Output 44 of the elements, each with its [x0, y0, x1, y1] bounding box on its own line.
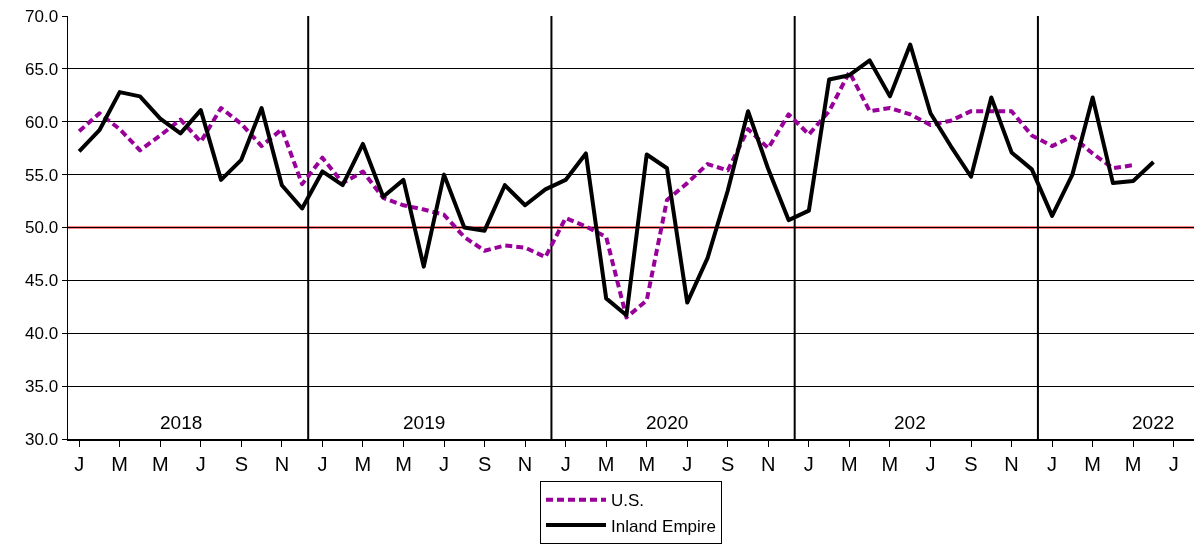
- x-tick-label: J: [195, 452, 206, 475]
- legend-label: U.S.: [611, 491, 645, 511]
- y-tick-label: 40.0: [25, 324, 59, 344]
- y-tick-label: 50.0: [25, 218, 59, 238]
- y-tick-label: 65.0: [25, 59, 59, 79]
- x-tick-label: M: [881, 452, 899, 475]
- annotation: 2018: [160, 412, 203, 433]
- x-tick-label: N: [274, 452, 290, 475]
- x-tick-label: S: [477, 452, 492, 475]
- y-tick-label: 60.0: [25, 112, 59, 132]
- annotation: 2019: [403, 412, 446, 433]
- x-tick-label: J: [1047, 452, 1058, 475]
- x-tick-label: J: [439, 452, 450, 475]
- x-tick-label: N: [761, 452, 776, 475]
- x-tick-label: M: [354, 452, 372, 475]
- x-tick-label: M: [111, 452, 129, 475]
- x-tick-label: M: [395, 452, 412, 475]
- annotation: 2022: [1132, 412, 1175, 433]
- y-tick-label: 45.0: [25, 271, 59, 291]
- x-tick-label: M: [1124, 452, 1142, 475]
- y-tick-label: 30.0: [25, 429, 59, 449]
- x-tick-label: N: [1004, 452, 1019, 475]
- x-tick-label: M: [151, 452, 169, 475]
- x-tick-label: J: [1168, 452, 1179, 475]
- x-tick-label: M: [597, 452, 615, 475]
- x-tick-label: S: [964, 452, 978, 475]
- x-tick-label: M: [638, 452, 656, 475]
- x-tick-label: S: [721, 452, 735, 475]
- annotation: 2020: [646, 412, 689, 433]
- y-tick-label: 55.0: [25, 165, 59, 185]
- y-tick-label: 35.0: [25, 377, 59, 397]
- x-tick-label: J: [317, 452, 328, 475]
- x-tick-label: S: [234, 452, 248, 475]
- x-tick-label: J: [925, 452, 936, 475]
- x-tick-label: M: [841, 452, 858, 475]
- x-tick-label: J: [560, 452, 571, 475]
- y-tick-label: 70.0: [25, 6, 59, 26]
- annotation: 202: [894, 412, 926, 433]
- x-tick-label: M: [1084, 452, 1101, 475]
- x-tick-label: J: [803, 452, 814, 475]
- legend-label: Inland Empire: [611, 516, 716, 536]
- x-tick-label: N: [517, 452, 533, 475]
- x-tick-label: J: [74, 452, 85, 475]
- x-tick-label: J: [682, 452, 693, 475]
